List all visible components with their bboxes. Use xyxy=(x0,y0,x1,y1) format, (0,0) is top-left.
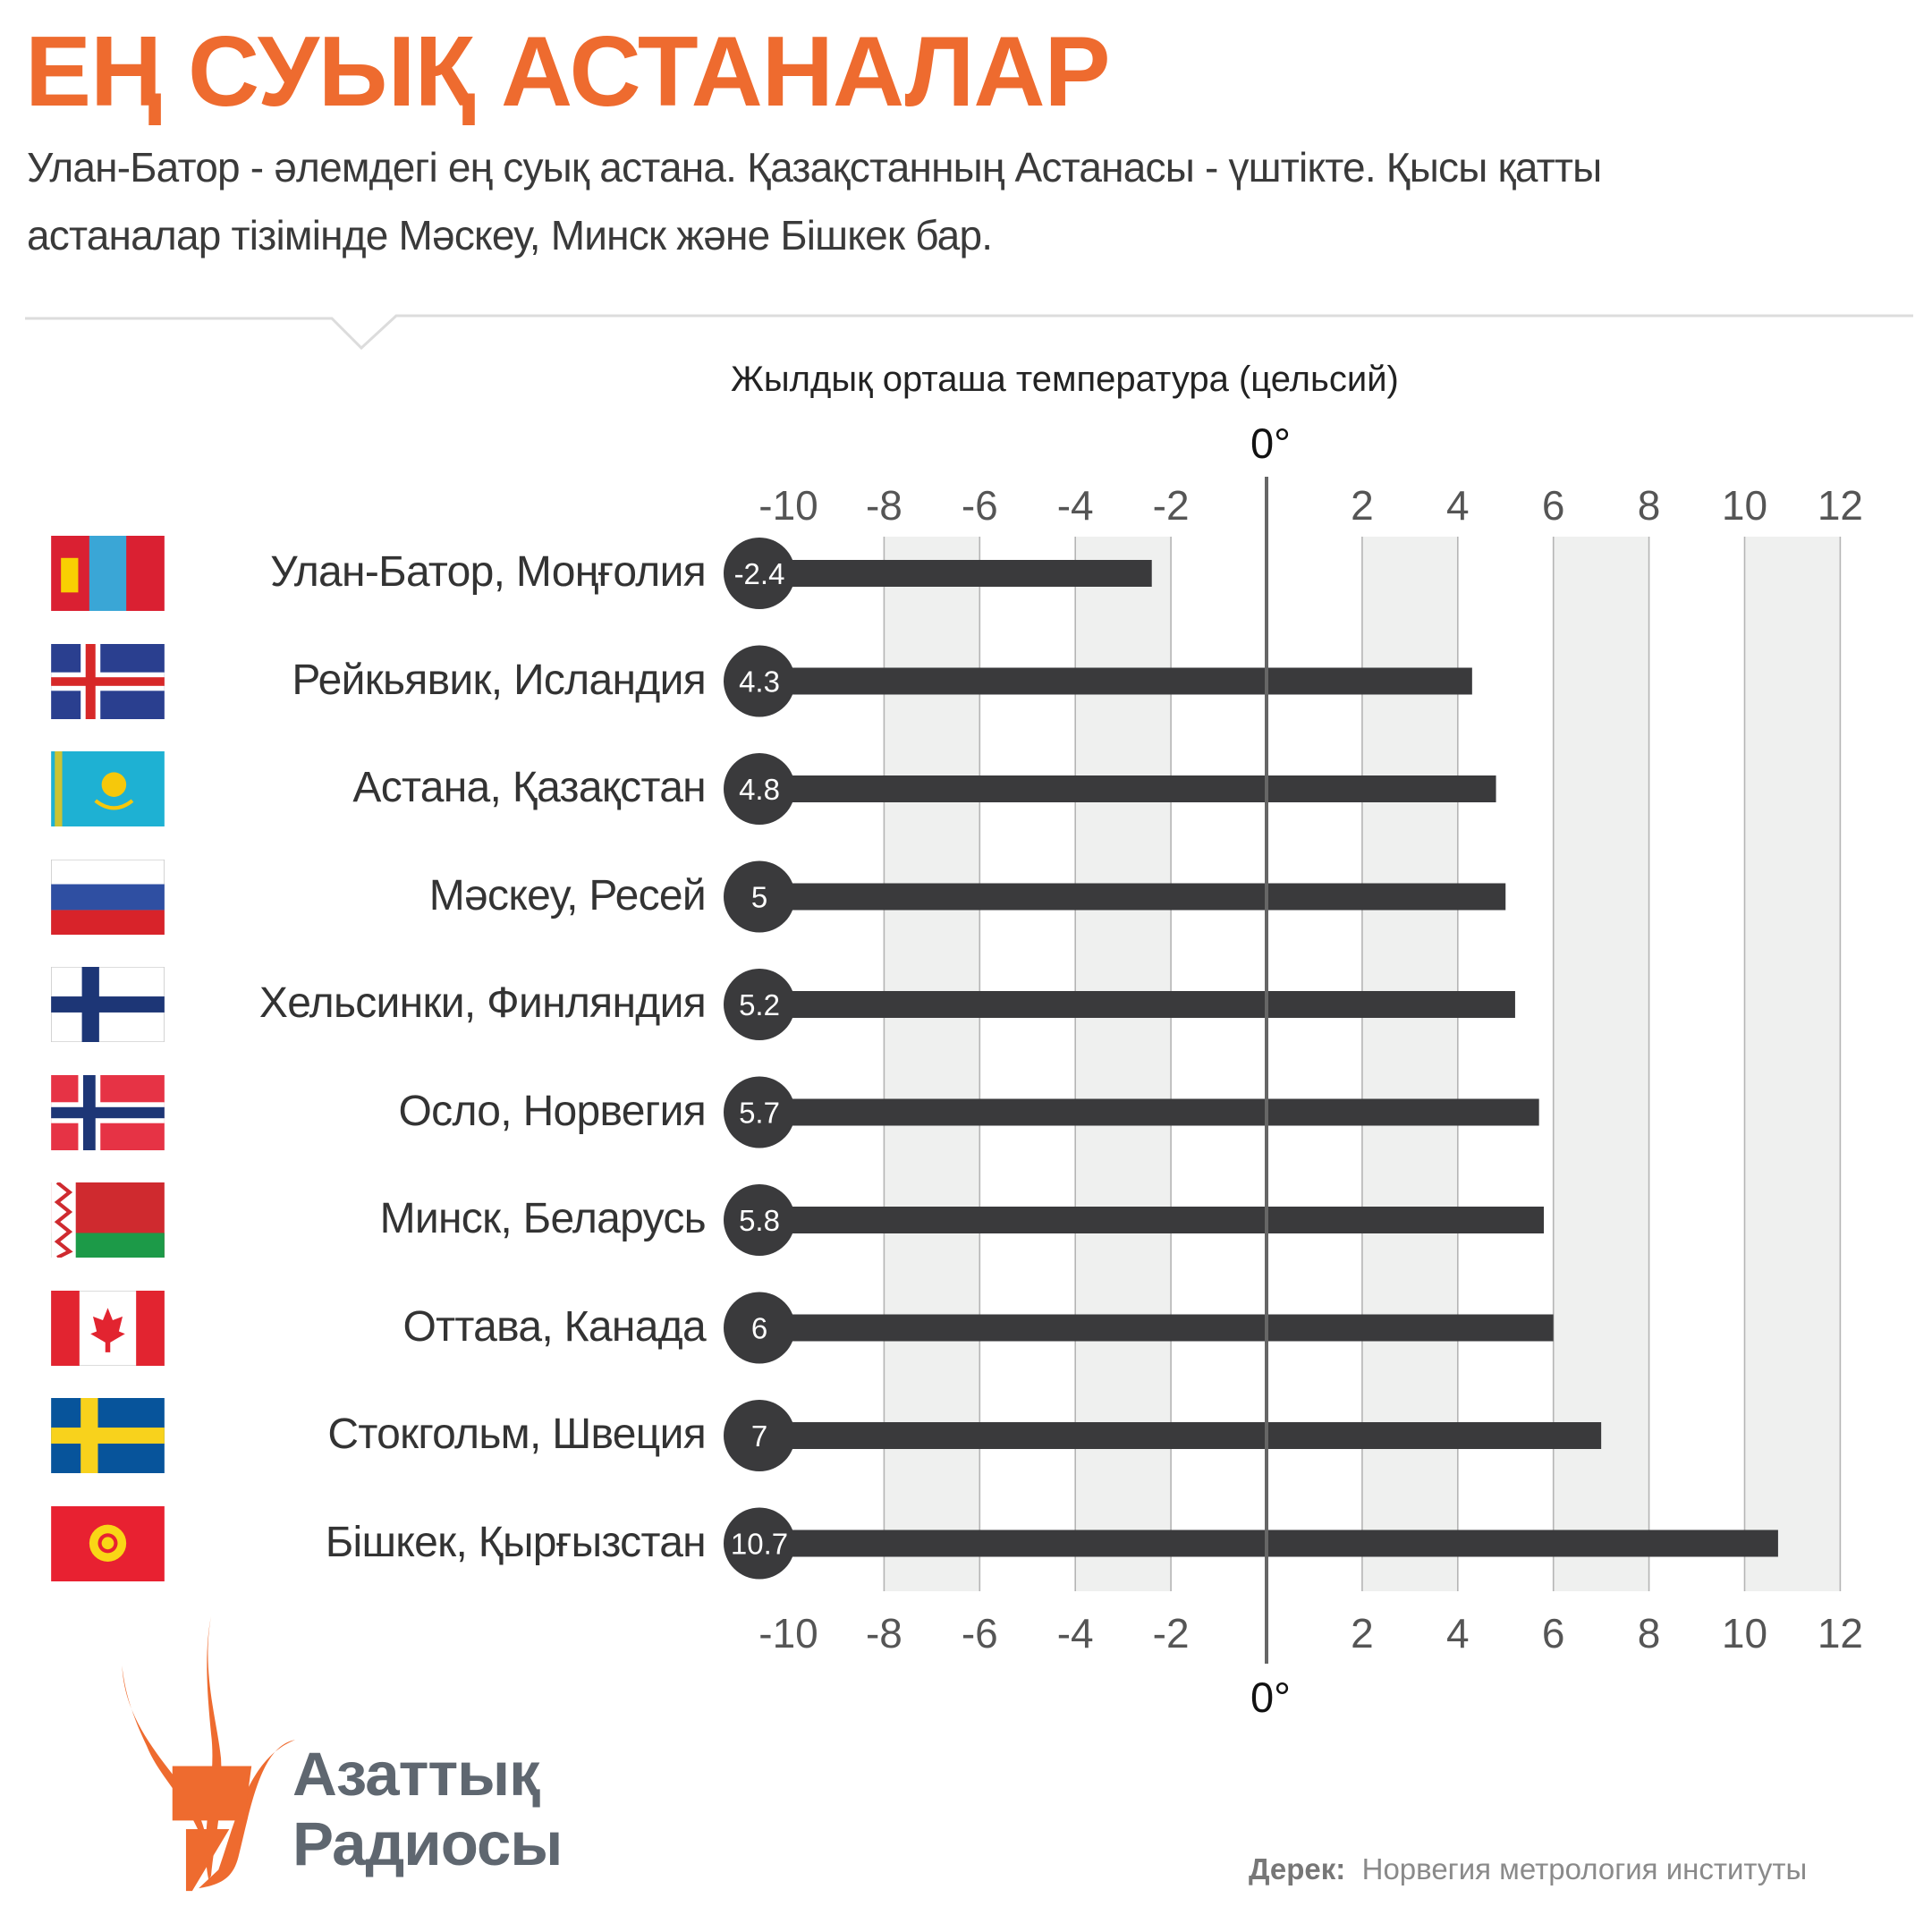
value-label: 5.2 xyxy=(739,988,780,1021)
x-tick-label-top: 2 xyxy=(1351,482,1374,529)
grid-band xyxy=(1361,537,1458,1591)
category-label: Рейкьявик, Исландия xyxy=(292,656,706,704)
flag-canada-icon xyxy=(50,1289,165,1367)
value-badge xyxy=(724,1507,795,1580)
source-label: Дерек: xyxy=(1249,1852,1346,1885)
x-tick-label-top: 8 xyxy=(1638,482,1661,529)
category-label: Осло, Норвегия xyxy=(398,1087,707,1135)
value-badge xyxy=(724,538,795,609)
value-label: 5.7 xyxy=(739,1097,780,1130)
source-note: Дерек: Норвегия метрология институты xyxy=(1249,1852,1807,1886)
bar xyxy=(758,991,1515,1018)
x-tick-label-top: -8 xyxy=(866,482,902,529)
x-tick-label-top: 4 xyxy=(1446,482,1470,529)
category-label: Астана, Қазақстан xyxy=(352,764,706,811)
x-tick-label-top: 12 xyxy=(1818,482,1863,529)
logo-line-2: Радиосы xyxy=(292,1809,563,1878)
x-tick-label-top: 6 xyxy=(1542,482,1565,529)
x-tick-label-top: -4 xyxy=(1057,482,1094,529)
x-tick-label-bottom: 2 xyxy=(1351,1610,1374,1657)
zero-label-bottom: 0° xyxy=(1250,1674,1291,1721)
x-tick-label-bottom: 8 xyxy=(1638,1610,1661,1657)
value-badge xyxy=(724,860,795,933)
x-tick-label-bottom: -2 xyxy=(1153,1610,1190,1657)
grid-band xyxy=(1744,537,1841,1591)
flag-sweden-icon xyxy=(51,1398,165,1473)
value-label: 5 xyxy=(751,881,767,914)
divider xyxy=(25,314,1913,351)
bar xyxy=(758,1098,1539,1126)
category-label: Мәскеу, Ресей xyxy=(428,871,707,919)
value-label: 4.3 xyxy=(739,665,780,699)
grid-band xyxy=(884,537,980,1591)
logo-line-1: Азаттық xyxy=(292,1740,540,1809)
value-badge xyxy=(724,1400,795,1471)
value-label: 4.8 xyxy=(739,773,780,806)
grid-band xyxy=(1553,537,1649,1591)
value-badge xyxy=(724,1184,795,1256)
x-tick-label-bottom: 12 xyxy=(1818,1610,1863,1657)
axis-title: Жылдық орташа температура (цельсий) xyxy=(731,360,1399,399)
value-badge xyxy=(724,753,795,825)
category-label: Улан-Батор, Моңғолия xyxy=(270,548,707,596)
x-tick-label-bottom: 10 xyxy=(1722,1610,1767,1657)
bar xyxy=(758,775,1496,802)
flag-belarus-icon xyxy=(51,1181,165,1259)
logo-text: Азаттық Радиосы xyxy=(292,1740,563,1879)
value-badge xyxy=(724,1076,795,1148)
subtitle-line-2: астаналар тізімінде Мәскеу, Минск және Б… xyxy=(27,212,993,258)
flag-finland-icon xyxy=(50,966,165,1043)
x-tick-label-top: -10 xyxy=(758,482,818,529)
value-label: 7 xyxy=(751,1419,767,1453)
value-label: 10.7 xyxy=(731,1528,788,1561)
bar xyxy=(758,1422,1602,1449)
x-tick-label-top: 10 xyxy=(1722,482,1767,529)
x-tick-label-bottom: 6 xyxy=(1542,1610,1565,1657)
grid-band xyxy=(1075,537,1172,1591)
x-tick-label-bottom: -4 xyxy=(1057,1610,1094,1657)
flag-mongolia-icon xyxy=(51,536,165,611)
x-tick-label-bottom: -6 xyxy=(962,1610,998,1657)
value-label: -2.4 xyxy=(734,557,785,590)
x-tick-label-top: -6 xyxy=(962,482,998,529)
x-tick-label-bottom: 4 xyxy=(1446,1610,1470,1657)
value-badge xyxy=(724,969,795,1040)
category-label: Оттава, Канада xyxy=(402,1302,706,1351)
category-label: Стокгольм, Швеция xyxy=(327,1411,706,1458)
subtitle-line-1: Улан-Батор - әлемдегі ең суық астана. Қа… xyxy=(27,144,1602,191)
x-tick-label-bottom: -10 xyxy=(758,1610,818,1657)
torch-handle-icon xyxy=(172,1766,252,1892)
flag-russia-icon xyxy=(50,858,165,936)
bar xyxy=(758,883,1506,911)
category-label: Бішкек, Қырғызстан xyxy=(325,1518,707,1566)
flag-kyrgyzstan-icon xyxy=(51,1505,165,1581)
category-label: Хельсинки, Финляндия xyxy=(258,979,707,1027)
zero-label-top: 0° xyxy=(1250,419,1291,467)
bar xyxy=(758,667,1472,695)
source-text: Норвегия метрология институты xyxy=(1361,1852,1808,1885)
page-title: ЕҢ СУЫҚ АСТАНАЛАР xyxy=(25,16,1111,127)
bar xyxy=(758,1207,1545,1233)
category-label: Минск, Беларусь xyxy=(379,1195,707,1242)
bar xyxy=(758,560,1152,587)
value-badge xyxy=(724,1292,795,1364)
flag-iceland-icon xyxy=(51,643,165,719)
flag-norway-icon xyxy=(51,1074,165,1150)
value-badge xyxy=(724,645,795,717)
x-tick-label-top: -2 xyxy=(1153,482,1190,529)
flag-kazakhstan-icon xyxy=(51,751,165,826)
bar xyxy=(758,1314,1554,1342)
value-label: 6 xyxy=(751,1312,767,1345)
value-label: 5.8 xyxy=(739,1204,780,1237)
x-tick-label-bottom: -8 xyxy=(866,1610,902,1657)
